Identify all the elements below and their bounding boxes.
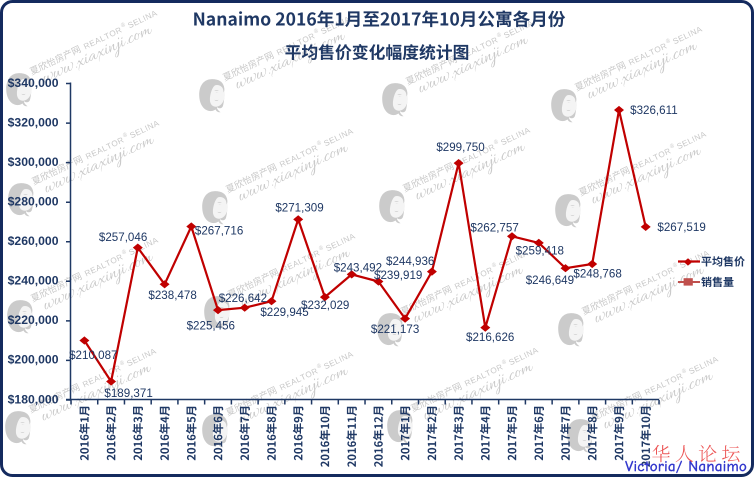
svg-text:$244,936: $244,936: [386, 255, 434, 268]
svg-text:$216,626: $216,626: [466, 331, 514, 344]
svg-text:$229,945: $229,945: [260, 306, 308, 319]
svg-text:$300,000: $300,000: [8, 155, 59, 169]
svg-text:$200,000: $200,000: [8, 353, 59, 367]
svg-text:$267,716: $267,716: [195, 224, 243, 237]
svg-text:$262,757: $262,757: [470, 221, 518, 234]
svg-text:$257,046: $257,046: [99, 231, 147, 244]
svg-text:$299,750: $299,750: [436, 141, 484, 154]
svg-text:$267,519: $267,519: [657, 221, 705, 234]
svg-text:$248,768: $248,768: [573, 268, 621, 281]
svg-text:$226,642: $226,642: [219, 292, 267, 305]
svg-text:$180,000: $180,000: [8, 392, 59, 406]
svg-text:$326,611: $326,611: [630, 104, 678, 117]
svg-text:$221,173: $221,173: [371, 323, 419, 336]
svg-text:$239,919: $239,919: [374, 269, 422, 282]
svg-text:$280,000: $280,000: [8, 195, 59, 209]
svg-text:$320,000: $320,000: [8, 115, 59, 129]
svg-text:$220,000: $220,000: [8, 313, 59, 327]
svg-text:$260,000: $260,000: [8, 234, 59, 248]
svg-text:$259,418: $259,418: [516, 244, 564, 257]
svg-text:$340,000: $340,000: [8, 76, 59, 90]
svg-text:$238,478: $238,478: [148, 289, 196, 302]
svg-text:$246,649: $246,649: [526, 274, 574, 287]
svg-text:$232,029: $232,029: [301, 299, 349, 312]
svg-text:$225,456: $225,456: [187, 320, 235, 333]
svg-text:$243,492: $243,492: [334, 262, 382, 275]
svg-text:$210,087: $210,087: [69, 349, 117, 362]
svg-text:$240,000: $240,000: [8, 274, 59, 288]
svg-text:$271,309: $271,309: [275, 201, 323, 214]
svg-text:$189,371: $189,371: [104, 387, 152, 400]
